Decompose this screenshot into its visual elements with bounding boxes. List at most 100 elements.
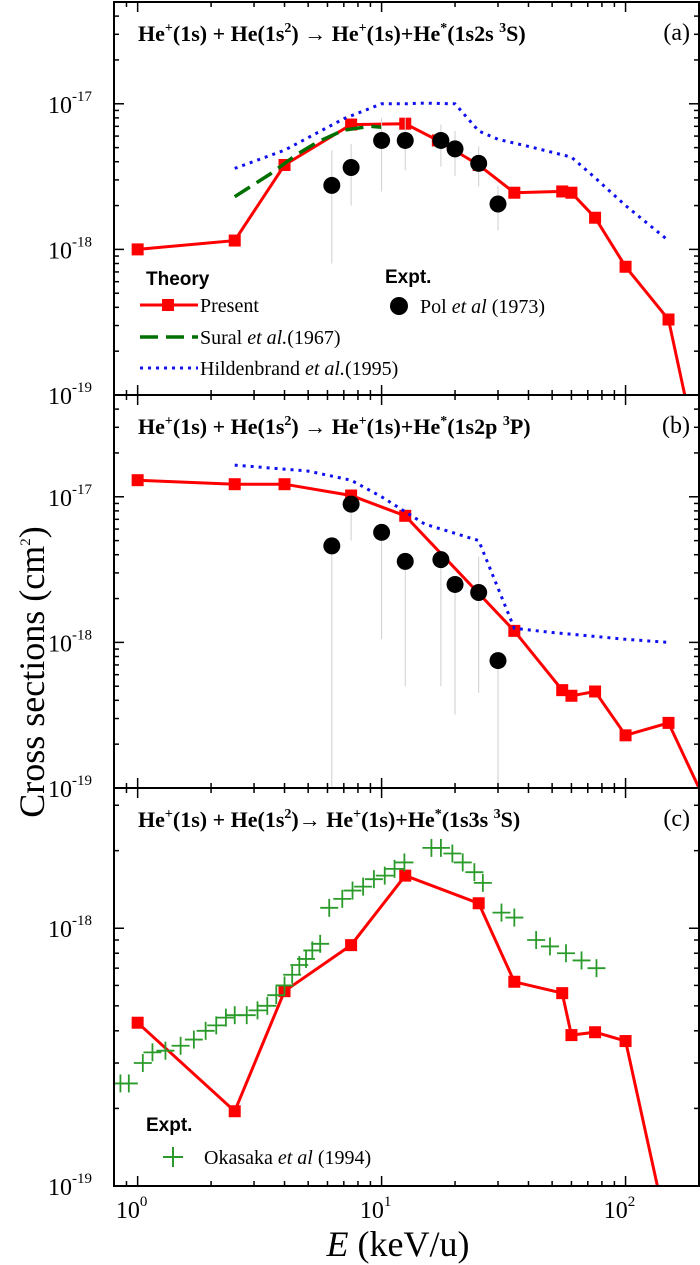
legend-present-label: Present [200,295,259,317]
legend-okasaka-label: Okasaka et al (1994) [204,1147,371,1169]
data-point [565,689,578,702]
data-point [228,1105,241,1118]
series-line [234,463,669,644]
legend-pol-marker [390,297,408,315]
data-point [446,575,464,593]
data-point [283,965,302,984]
data-point [119,1074,138,1093]
data-point [587,959,606,978]
panel-label: (b) [662,413,690,439]
series-line [137,478,699,788]
data-point [465,863,484,882]
x-axis: 100 101 102 [116,1194,635,1224]
data-point [473,873,492,892]
data-point [275,976,294,995]
legend-theory-heading: Theory [146,269,210,290]
data-point [492,903,511,922]
data-point [619,729,632,742]
data-point [156,1041,175,1060]
legend-hildenbrand-label: Hildenbrand et al.(1995) [200,358,398,380]
data-point [342,495,360,513]
series-hildenbrand-et-al-1995- [234,101,670,242]
data-point [131,1016,144,1029]
y-tick-label: 10-19 [48,380,92,410]
plot-area [131,101,687,395]
data-point [589,211,602,224]
data-point [662,716,675,729]
data-point [399,869,412,882]
data-point [565,1029,578,1042]
panel-title: He+(1s) + He(1s2) → He+(1s)+He*(1s2s 3S) [138,21,526,46]
data-point [228,234,241,247]
data-point [472,897,485,910]
series-line [233,124,382,199]
x-ticks [113,2,700,395]
data-point [385,859,404,878]
legend-present-marker [162,299,174,311]
y-tick-label: 10-18 [48,913,92,943]
data-point [323,537,341,555]
x-tick-label: 102 [604,1194,636,1224]
data-point [131,243,144,256]
legend-okasaka-marker [163,1147,183,1167]
series-hildenbrand-et-al-1995- [234,463,669,644]
data-point [143,1043,162,1062]
data-point [589,685,602,698]
y-tick-label: 10-19 [48,1171,92,1201]
series-present [131,474,699,788]
panel-title: He+(1s) + He(1s2)→ He+(1s)+He*(1s3s 3S) [138,807,520,832]
data-point [470,154,488,172]
data-point [171,1036,190,1055]
data-point [505,908,524,927]
data-point [432,131,450,149]
data-point [216,1008,235,1027]
data-point [589,1026,602,1039]
data-point [333,889,352,908]
y-ticks [114,804,699,1187]
legend-expt-heading: Expt. [385,267,431,288]
data-point [432,551,450,569]
y-ticks [114,394,699,789]
series-present [131,869,659,1186]
series-pol-et-al-1973- [323,495,507,788]
data-point [508,186,521,199]
data-point [343,881,362,900]
data-point [453,853,472,872]
data-point [527,931,546,950]
data-point [540,937,559,956]
data-point [470,584,488,602]
data-point [556,185,569,198]
data-point [237,1006,256,1025]
data-point [619,260,632,273]
y-tick-label: 10-18 [48,627,92,657]
panels: 10-19 10-18 10-17 He+(1s) + He(1s2) → He+(1… [48,1,700,1201]
data-point [399,509,412,522]
panel-b: 10-19 10-18 10-17 He+(1s) + He(1s2) → He+(1… [48,394,700,803]
x-tick-label: 101 [360,1194,392,1224]
data-point [489,195,507,213]
data-point [258,996,277,1015]
data-point [489,652,507,670]
y-tick-label: 10-19 [48,773,92,803]
data-point [557,944,576,963]
data-point [396,131,414,149]
series-sural-et-al-1967- [233,124,382,199]
data-point [323,176,341,194]
x-axis-label: E (keV/u) [326,1224,470,1264]
series-pol-et-al-1973- [323,117,507,264]
data-point [133,1054,152,1073]
data-point [446,140,464,158]
data-point [184,1030,203,1049]
data-point [354,877,373,896]
plot-area [114,838,659,1186]
legend-panel-a: Theory Present Sural et al.(1967) Hilden… [140,267,545,380]
y-tick-label: 10-18 [48,234,92,264]
data-point [572,951,591,970]
data-point [267,986,286,1005]
data-point [443,844,462,863]
legend-panel-c: Expt. Okasaka et al (1994) [146,1115,371,1169]
data-point [345,939,358,952]
data-point [565,186,578,199]
y-tick-label: 10-17 [48,89,92,119]
